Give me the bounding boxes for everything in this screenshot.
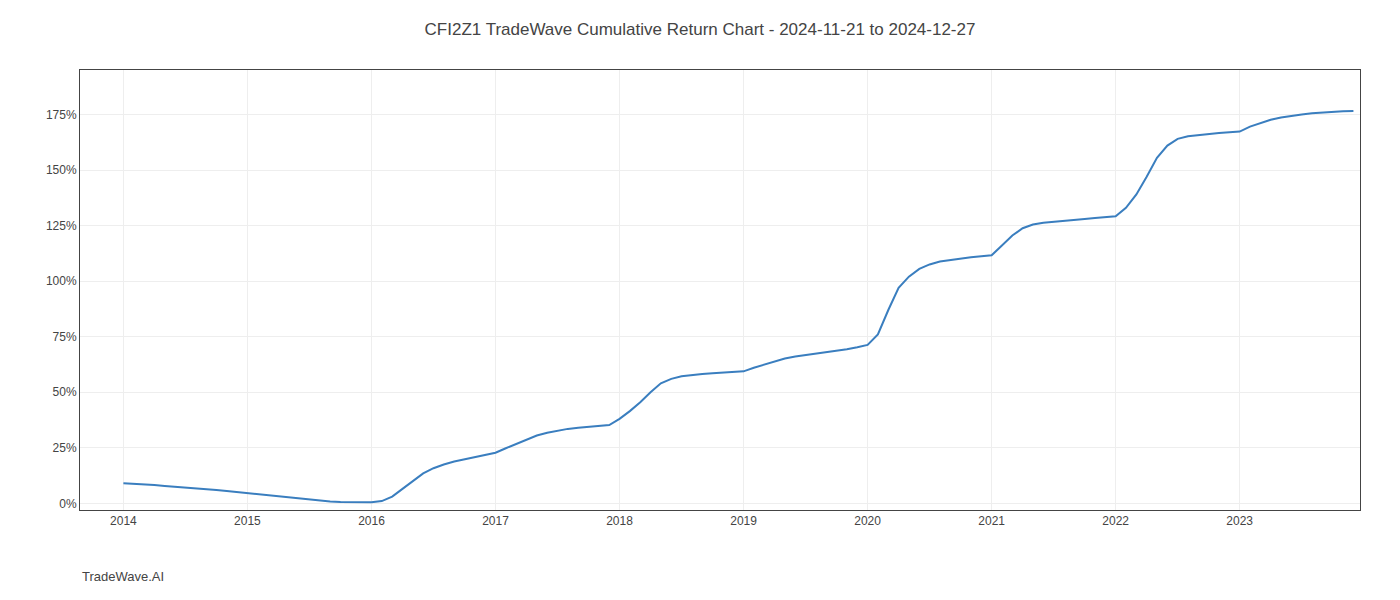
svg-text:2016: 2016 — [358, 514, 385, 528]
svg-text:2014: 2014 — [110, 514, 137, 528]
svg-text:175%: 175% — [46, 108, 77, 122]
svg-text:TradeWave.AI: TradeWave.AI — [82, 569, 164, 584]
svg-text:CFI2Z1 TradeWave Cumulative Re: CFI2Z1 TradeWave Cumulative Return Chart… — [425, 20, 976, 39]
svg-text:2018: 2018 — [606, 514, 633, 528]
svg-text:125%: 125% — [46, 219, 77, 233]
svg-text:2021: 2021 — [978, 514, 1005, 528]
svg-text:0%: 0% — [59, 497, 77, 511]
svg-text:75%: 75% — [53, 330, 77, 344]
svg-text:2022: 2022 — [1102, 514, 1129, 528]
svg-text:150%: 150% — [46, 163, 77, 177]
svg-text:50%: 50% — [53, 385, 77, 399]
svg-text:100%: 100% — [46, 274, 77, 288]
svg-text:2017: 2017 — [482, 514, 509, 528]
svg-text:25%: 25% — [53, 441, 77, 455]
svg-text:2020: 2020 — [854, 514, 881, 528]
svg-text:2023: 2023 — [1226, 514, 1253, 528]
svg-text:2015: 2015 — [234, 514, 261, 528]
svg-text:2019: 2019 — [730, 514, 757, 528]
